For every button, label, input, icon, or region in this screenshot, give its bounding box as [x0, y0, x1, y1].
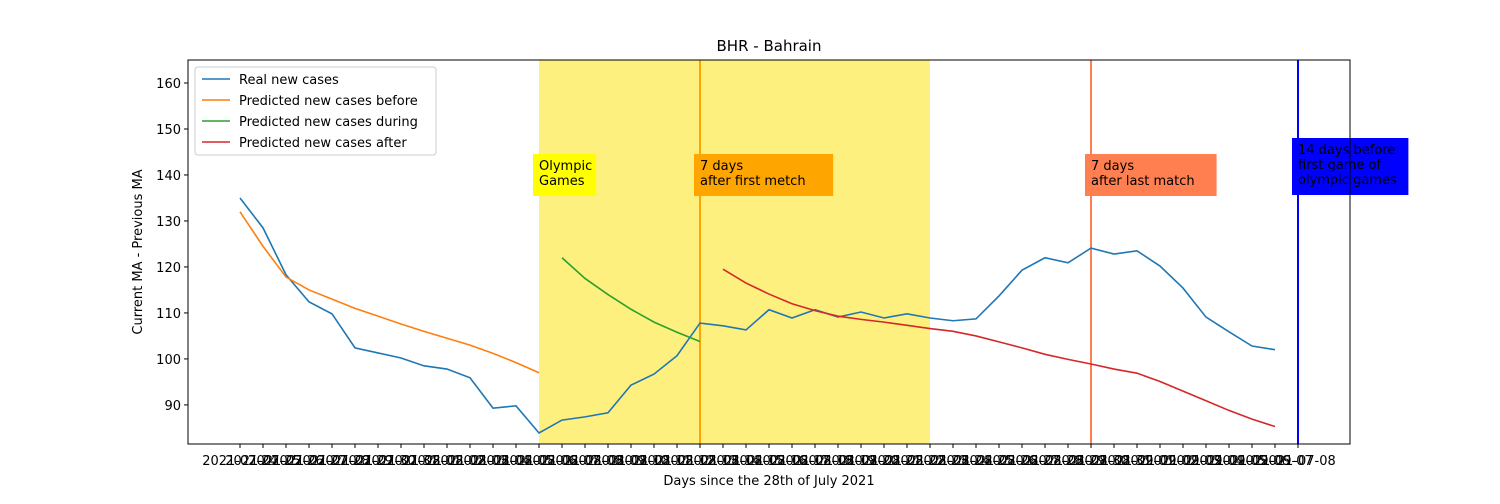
x-tick-label: 2021-08-04: [455, 454, 531, 469]
x-tick-label: 2021-08-08: [547, 454, 623, 469]
x-tick-label: 2021-08-26: [961, 454, 1037, 469]
x-tick-label: 2021-08-11: [616, 454, 692, 469]
event-label: after last match: [1091, 174, 1195, 189]
x-tick-label: 2021-08-17: [754, 454, 830, 469]
legend-label: Predicted new cases during: [239, 115, 418, 130]
event-label-box: [533, 154, 597, 196]
x-tick-label: 2021-07-24: [202, 454, 278, 469]
x-tick-label: 2021-07-30: [340, 454, 416, 469]
x-tick-label: 2021-07-27: [271, 454, 347, 469]
x-tick-label: 2021-08-22: [869, 454, 945, 469]
x-tick-label: 2021-08-09: [570, 454, 646, 469]
x-tick-label: 2021-08-19: [800, 454, 876, 469]
x-tick-label: 2021-08-07: [524, 454, 600, 469]
series-line: [239, 197, 1276, 434]
x-tick-label: 2021-07-31: [363, 454, 439, 469]
x-tick-label: 2021-07-26: [248, 454, 324, 469]
x-tick-label: 2021-08-03: [432, 454, 508, 469]
x-tick-label: 2021-08-15: [708, 454, 784, 469]
series-line: [722, 268, 1276, 428]
x-tick-label: 2021-08-29: [1030, 454, 1106, 469]
x-tick-label: 2021-07-28: [294, 454, 370, 469]
x-tick-label: 2021-08-05: [478, 454, 554, 469]
x-axis-label: Days since the 28th of July 2021: [663, 474, 874, 489]
event-label: 14 days before: [1298, 143, 1395, 158]
x-tick-label: 2021-08-20: [823, 454, 899, 469]
x-tick-label: 2021-08-23: [892, 454, 968, 469]
x-tick-label: 2021-08-01: [386, 454, 462, 469]
x-tick-label: 2021-09-07: [1237, 454, 1313, 469]
event-label: after first metch: [700, 174, 806, 189]
x-tick-label: 2021-08-16: [731, 454, 807, 469]
x-tick-label: 2021-09-04: [1168, 454, 1244, 469]
event-label: Olympic: [539, 159, 592, 174]
event-label-box: [694, 154, 834, 196]
x-tick-label: 2021-09-02: [1122, 454, 1198, 469]
x-tick-label: 2021-08-06: [501, 454, 577, 469]
x-tick-label: 2021-08-02: [409, 454, 485, 469]
y-tick-label: 120: [156, 261, 181, 276]
x-tick-label: 2021-09-01: [1099, 454, 1175, 469]
event-label: 7 days: [1091, 159, 1134, 174]
plot-frame: [187, 59, 1351, 445]
x-tick-label: 2021-08-25: [938, 454, 1014, 469]
event-label-box: [1085, 154, 1217, 196]
x-tick-label: 2021-08-24: [915, 454, 991, 469]
legend-label: Predicted new cases before: [239, 94, 418, 109]
x-tick-label: 2021-08-14: [685, 454, 761, 469]
x-tick-label: 2021-07-25: [225, 454, 301, 469]
x-tick-label: 2021-08-18: [777, 454, 853, 469]
y-tick-label: 140: [156, 169, 181, 184]
x-tick-label: 2021-08-27: [984, 454, 1060, 469]
x-tick-label: 2021-07-08: [1260, 454, 1336, 469]
series-line: [561, 257, 701, 343]
event-label: first game of: [1298, 158, 1382, 173]
series-line: [239, 211, 540, 374]
y-axis-label: Current MA - Previous MA: [131, 169, 146, 334]
legend-label: Real new cases: [239, 73, 339, 88]
x-tick-label: 2021-09-06: [1214, 454, 1290, 469]
y-tick-label: 130: [156, 215, 181, 230]
legend-label: Predicted new cases after: [239, 136, 407, 151]
x-tick-label: 2021-08-31: [1076, 454, 1152, 469]
y-tick-label: 90: [164, 399, 181, 414]
event-label: olympic games: [1298, 173, 1397, 188]
x-tick-label: 2021-08-30: [1053, 454, 1129, 469]
chart-title: BHR - Bahrain: [717, 37, 822, 55]
x-tick-label: 2021-08-28: [1007, 454, 1083, 469]
x-tick-label: 2021-09-05: [1191, 454, 1267, 469]
y-tick-label: 150: [156, 123, 181, 138]
olympic-span: [539, 60, 930, 444]
event-label: Games: [539, 174, 585, 189]
event-label: 7 days: [700, 159, 743, 174]
x-tick-label: 2021-08-13: [662, 454, 738, 469]
x-tick-label: 2021-08-12: [639, 454, 715, 469]
x-tick-label: 2021-08-10: [593, 454, 669, 469]
y-tick-label: 100: [156, 353, 181, 368]
legend-box: [194, 66, 437, 156]
y-tick-label: 110: [156, 307, 181, 322]
x-tick-label: 2021-09-03: [1145, 454, 1221, 469]
y-tick-label: 160: [156, 77, 181, 92]
x-tick-label: 2021-07-29: [317, 454, 393, 469]
x-tick-label: 2021-08-21: [846, 454, 922, 469]
